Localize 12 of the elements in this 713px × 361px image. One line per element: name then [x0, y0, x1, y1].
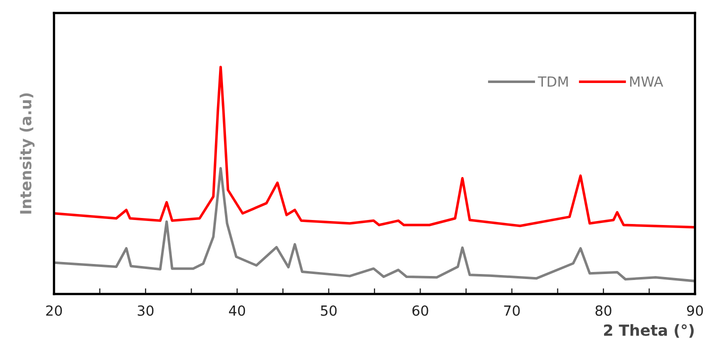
x-tick-label: 40 — [228, 305, 246, 316]
legend-label: MWA — [630, 76, 664, 87]
y-axis-title: Intensity (a.u) — [20, 93, 35, 214]
x-tick-label: 70 — [504, 305, 520, 316]
x-tick-label: 50 — [320, 305, 337, 316]
x-tick-label: 80 — [596, 305, 612, 316]
x-tick-label: 20 — [46, 305, 62, 316]
x-axis-title: 2 Theta (°) — [604, 324, 694, 338]
x-tick-label: 90 — [687, 305, 703, 316]
x-tick-label: 60 — [412, 305, 428, 316]
legend-label: TDM — [538, 76, 568, 87]
x-tick-label: 30 — [138, 305, 154, 316]
